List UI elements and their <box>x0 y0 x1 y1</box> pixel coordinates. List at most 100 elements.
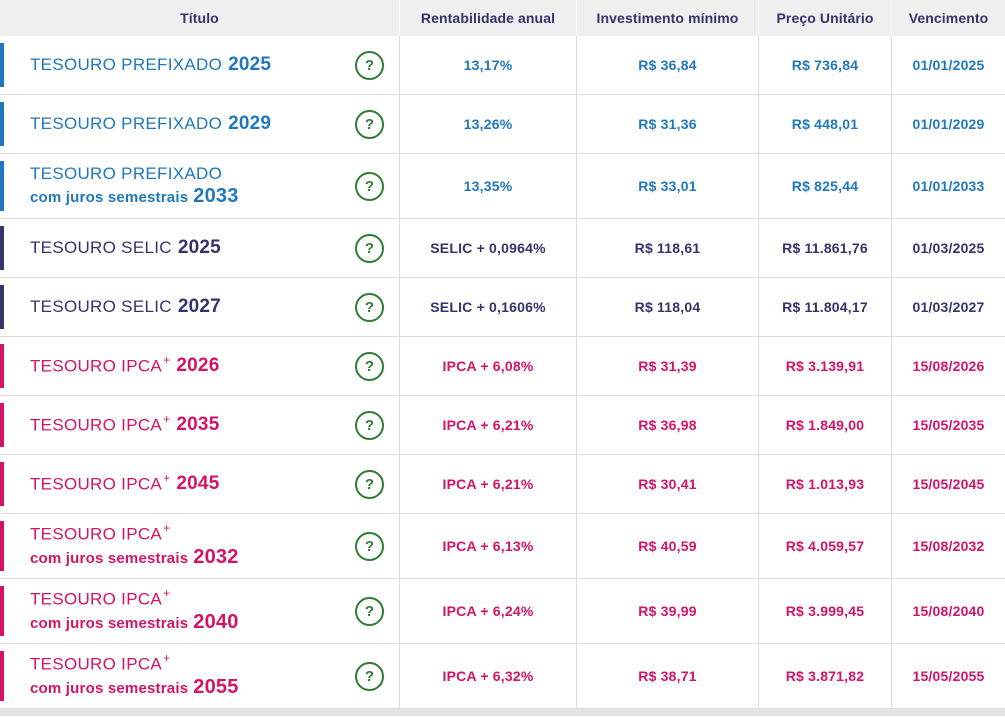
table-row[interactable]: TESOURO PREFIXADO com juros semestrais 20… <box>0 154 1005 219</box>
bond-title-link[interactable]: TESOURO IPCA+ com juros semestrais 2040 <box>30 586 239 633</box>
help-icon[interactable]: ? <box>355 351 384 381</box>
maturity-date: 15/05/2055 <box>891 644 1005 708</box>
help-icon[interactable]: ? <box>355 109 384 139</box>
title-cell: TESOURO IPCA+ 2035 ? <box>0 396 399 454</box>
title-cell: TESOURO IPCA+ 2045 ? <box>0 455 399 513</box>
table-row[interactable]: TESOURO IPCA+ com juros semestrais 2040 ?… <box>0 579 1005 644</box>
annual-rate: IPCA + 6,21% <box>399 455 576 513</box>
title-cell: TESOURO PREFIXADO com juros semestrais 20… <box>0 154 399 218</box>
bond-title-link[interactable]: TESOURO PREFIXADO 2029 <box>30 113 271 135</box>
bond-year: 2025 <box>177 237 221 259</box>
bond-title-link[interactable]: TESOURO IPCA+ 2045 <box>30 470 220 496</box>
row-accent-bar <box>0 521 4 571</box>
bond-year: 2035 <box>176 414 220 436</box>
maturity-date: 01/01/2033 <box>891 154 1005 218</box>
bond-subtitle: com juros semestrais <box>30 549 189 567</box>
bond-year-line2: 2040 <box>193 610 239 633</box>
maturity-date: 01/01/2029 <box>891 95 1005 153</box>
bond-year: 2029 <box>228 113 272 135</box>
bond-year: 2045 <box>176 473 220 495</box>
bond-year-line2: 2055 <box>193 675 239 698</box>
help-icon[interactable]: ? <box>355 50 384 80</box>
table-row[interactable]: TESOURO IPCA+ 2035 ? IPCA + 6,21% R$ 36,9… <box>0 396 1005 455</box>
table-row[interactable]: TESOURO IPCA+ com juros semestrais 2032 ?… <box>0 514 1005 579</box>
title-cell: TESOURO IPCA+ 2026 ? <box>0 337 399 395</box>
bond-title-line1: TESOURO PREFIXADO <box>30 164 239 184</box>
annual-rate: IPCA + 6,21% <box>399 396 576 454</box>
table-row[interactable]: TESOURO PREFIXADO 2025 ? 13,17% R$ 36,84 … <box>0 36 1005 95</box>
unit-price: R$ 11.804,17 <box>758 278 891 336</box>
annual-rate: IPCA + 6,08% <box>399 337 576 395</box>
annual-rate: SELIC + 0,1606% <box>399 278 576 336</box>
table-row[interactable]: TESOURO SELIC 2027 ? SELIC + 0,1606% R$ 1… <box>0 278 1005 337</box>
bond-name: TESOURO IPCA <box>30 525 163 545</box>
bond-year: 2025 <box>228 54 272 76</box>
bond-superscript: + <box>163 651 171 666</box>
help-icon[interactable]: ? <box>355 410 384 440</box>
bond-title-link[interactable]: TESOURO IPCA+ 2026 <box>30 353 219 378</box>
help-icon[interactable]: ? <box>355 469 384 499</box>
bottom-strip <box>0 709 1005 716</box>
row-accent-bar <box>0 403 4 447</box>
bond-name: TESOURO IPCA <box>30 590 163 610</box>
maturity-date: 15/05/2045 <box>891 455 1005 513</box>
title-cell: TESOURO IPCA+ com juros semestrais 2032 ? <box>0 514 399 578</box>
unit-price: R$ 3.139,91 <box>758 337 891 395</box>
unit-price: R$ 3.999,45 <box>758 579 891 643</box>
bond-title-link[interactable]: TESOURO IPCA+ com juros semestrais 2032 <box>30 521 239 568</box>
unit-price: R$ 825,44 <box>758 154 891 218</box>
help-icon[interactable]: ? <box>355 171 384 201</box>
bond-year-line2: 2032 <box>193 545 239 568</box>
row-accent-bar <box>0 43 4 87</box>
min-investment: R$ 118,04 <box>576 278 758 336</box>
bond-name: TESOURO PREFIXADO <box>30 55 223 75</box>
bond-title-link[interactable]: TESOURO PREFIXADO com juros semestrais 20… <box>30 164 239 208</box>
unit-price: R$ 1.849,00 <box>758 396 891 454</box>
maturity-date: 01/01/2025 <box>891 36 1005 94</box>
annual-rate: IPCA + 6,13% <box>399 514 576 578</box>
bond-subtitle: com juros semestrais <box>30 188 189 206</box>
min-investment: R$ 33,01 <box>576 154 758 218</box>
row-accent-bar <box>0 161 4 211</box>
unit-price: R$ 11.861,76 <box>758 219 891 277</box>
bond-name: TESOURO IPCA <box>30 474 163 494</box>
annual-rate: 13,35% <box>399 154 576 218</box>
bond-superscript: + <box>163 470 171 485</box>
help-icon[interactable]: ? <box>355 596 384 626</box>
bond-title-link[interactable]: TESOURO SELIC 2025 <box>30 237 221 259</box>
table-header: Título Rentabilidade anual Investimento … <box>0 0 1005 36</box>
help-icon[interactable]: ? <box>355 661 384 691</box>
column-header-preco-unitario: Preço Unitário <box>758 0 891 36</box>
table-body: TESOURO PREFIXADO 2025 ? 13,17% R$ 36,84 … <box>0 36 1005 709</box>
bond-name: TESOURO SELIC <box>30 297 172 317</box>
column-header-titulo: Título <box>180 10 219 26</box>
bond-title-line1: TESOURO PREFIXADO 2029 <box>30 113 271 135</box>
help-icon[interactable]: ? <box>355 531 384 561</box>
bond-title-link[interactable]: TESOURO PREFIXADO 2025 <box>30 54 271 76</box>
bond-title-link[interactable]: TESOURO SELIC 2027 <box>30 296 221 318</box>
annual-rate: SELIC + 0,0964% <box>399 219 576 277</box>
annual-rate: IPCA + 6,24% <box>399 579 576 643</box>
table-row[interactable]: TESOURO IPCA+ 2045 ? IPCA + 6,21% R$ 30,4… <box>0 455 1005 514</box>
min-investment: R$ 39,99 <box>576 579 758 643</box>
bond-title-link[interactable]: TESOURO IPCA+ 2035 <box>30 412 220 437</box>
bond-name: TESOURO IPCA <box>30 356 163 376</box>
maturity-date: 01/03/2025 <box>891 219 1005 277</box>
min-investment: R$ 36,98 <box>576 396 758 454</box>
title-cell: TESOURO PREFIXADO 2025 ? <box>0 36 399 94</box>
help-icon[interactable]: ? <box>355 233 384 263</box>
row-accent-bar <box>0 285 4 329</box>
table-row[interactable]: TESOURO SELIC 2025 ? SELIC + 0,0964% R$ 1… <box>0 219 1005 278</box>
maturity-date: 15/08/2026 <box>891 337 1005 395</box>
bond-name: TESOURO SELIC <box>30 238 172 258</box>
help-icon[interactable]: ? <box>355 292 384 322</box>
table-row[interactable]: TESOURO IPCA+ com juros semestrais 2055 ?… <box>0 644 1005 709</box>
bond-title-link[interactable]: TESOURO IPCA+ com juros semestrais 2055 <box>30 651 239 698</box>
table-row[interactable]: TESOURO IPCA+ 2026 ? IPCA + 6,08% R$ 31,3… <box>0 337 1005 396</box>
table-row[interactable]: TESOURO PREFIXADO 2029 ? 13,26% R$ 31,36 … <box>0 95 1005 154</box>
maturity-date: 15/08/2032 <box>891 514 1005 578</box>
min-investment: R$ 118,61 <box>576 219 758 277</box>
bond-title-line1: TESOURO PREFIXADO 2025 <box>30 54 271 76</box>
bond-title-line1: TESOURO IPCA+ 2035 <box>30 412 220 437</box>
